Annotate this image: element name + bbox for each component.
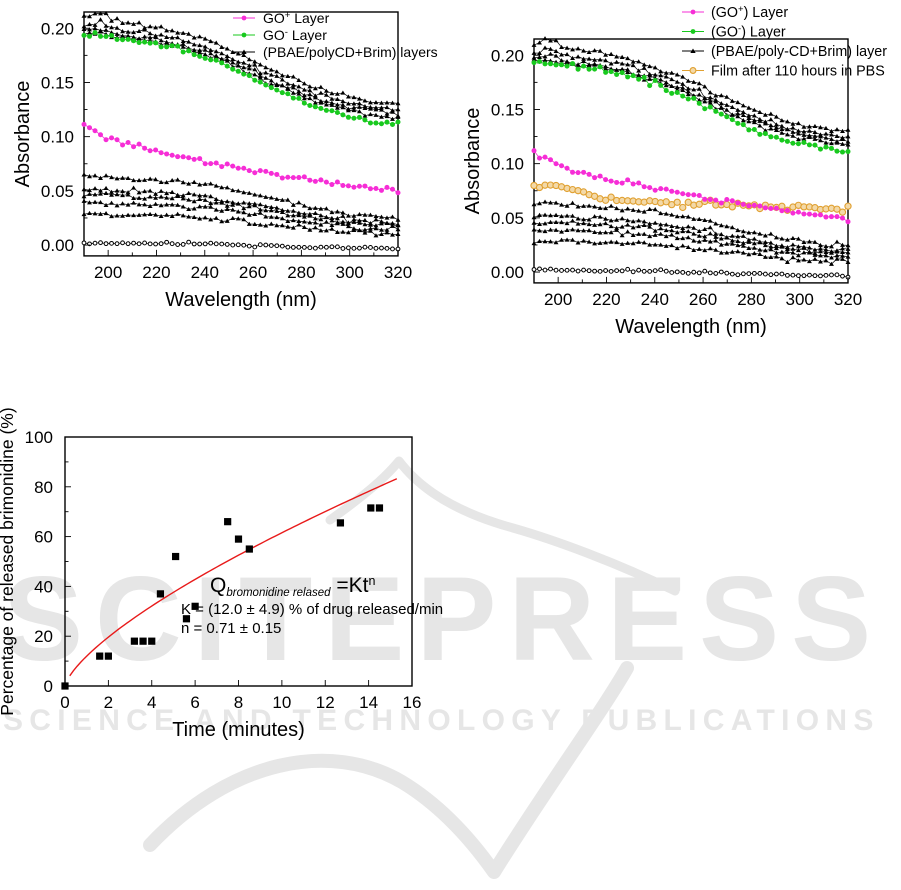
svg-text:0: 0 <box>44 677 53 696</box>
svg-text:Wavelength (nm): Wavelength (nm) <box>615 316 767 338</box>
svg-text:16: 16 <box>403 693 422 712</box>
svg-text:0.15: 0.15 <box>41 73 74 92</box>
svg-text:40: 40 <box>34 577 53 596</box>
svg-text:0.05: 0.05 <box>41 182 74 201</box>
svg-text:Percentage of released brimoni: Percentage of released brimonidine (%) <box>0 407 17 715</box>
svg-text:0.20: 0.20 <box>491 46 524 65</box>
svg-text:0: 0 <box>60 693 69 712</box>
svg-text:0.10: 0.10 <box>41 128 74 147</box>
svg-text:Time (minutes): Time (minutes) <box>172 719 305 741</box>
svg-text:200: 200 <box>94 263 122 282</box>
svg-text:320: 320 <box>384 263 412 282</box>
svg-text:60: 60 <box>34 528 53 547</box>
svg-text:280: 280 <box>287 263 315 282</box>
svg-text:14: 14 <box>359 693 378 712</box>
svg-text:300: 300 <box>336 263 364 282</box>
svg-text:Film after 110 hours in PBS: Film after 110 hours in PBS <box>711 64 885 80</box>
svg-text:20: 20 <box>34 627 53 646</box>
svg-text:K = (12.0 ± 4.9) % of drug rel: K = (12.0 ± 4.9) % of drug released/min <box>181 601 443 618</box>
svg-text:200: 200 <box>544 290 572 309</box>
svg-text:(PBAE/poly-CD+Brim) layer: (PBAE/poly-CD+Brim) layer <box>711 44 887 60</box>
svg-text:(PBAE/polyCD+Brim) layers: (PBAE/polyCD+Brim) layers <box>263 44 438 60</box>
svg-text:GO- Layer: GO- Layer <box>263 27 327 44</box>
svg-text:280: 280 <box>737 290 765 309</box>
svg-text:0.00: 0.00 <box>491 263 524 282</box>
svg-text:240: 240 <box>641 290 669 309</box>
svg-text:0.15: 0.15 <box>491 100 524 119</box>
svg-text:260: 260 <box>239 263 267 282</box>
svg-text:0.05: 0.05 <box>491 209 524 228</box>
svg-text:Absorbance: Absorbance <box>12 81 34 188</box>
svg-text:100: 100 <box>25 428 53 447</box>
svg-text:240: 240 <box>191 263 219 282</box>
svg-text:2: 2 <box>104 693 113 712</box>
svg-text:SCITEPRESS: SCITEPRESS <box>3 552 883 686</box>
svg-text:(GO-) Layer: (GO-) Layer <box>711 23 786 41</box>
svg-text:260: 260 <box>689 290 717 309</box>
svg-text:(GO+) Layer: (GO+) Layer <box>711 4 788 22</box>
svg-text:8: 8 <box>234 693 243 712</box>
svg-text:4: 4 <box>147 693 156 712</box>
svg-text:300: 300 <box>786 290 814 309</box>
svg-text:0.20: 0.20 <box>41 19 74 38</box>
svg-text:220: 220 <box>592 290 620 309</box>
svg-text:0.10: 0.10 <box>491 155 524 174</box>
svg-text:320: 320 <box>834 290 862 309</box>
svg-text:Wavelength (nm): Wavelength (nm) <box>165 289 317 311</box>
svg-text:GO+ Layer: GO+ Layer <box>263 10 330 27</box>
svg-text:6: 6 <box>190 693 199 712</box>
svg-text:n = 0.71 ± 0.15: n = 0.71 ± 0.15 <box>181 620 281 637</box>
svg-text:12: 12 <box>316 693 335 712</box>
svg-text:80: 80 <box>34 478 53 497</box>
svg-text:Absorbance: Absorbance <box>462 108 484 215</box>
svg-text:10: 10 <box>272 693 291 712</box>
svg-text:SCIENCE AND TECHNOLOGY PUBLICA: SCIENCE AND TECHNOLOGY PUBLICATIONS <box>3 704 880 737</box>
svg-text:0.00: 0.00 <box>41 236 74 255</box>
svg-text:220: 220 <box>142 263 170 282</box>
